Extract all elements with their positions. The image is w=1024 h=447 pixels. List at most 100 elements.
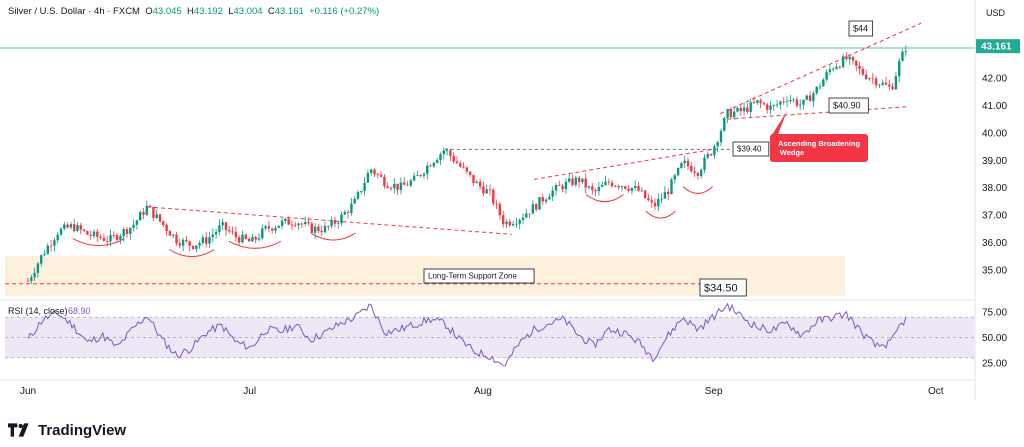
candle-body [505, 221, 508, 225]
tradingview-logo[interactable]: TradingView [8, 420, 126, 440]
open-value: 43.045 [152, 6, 182, 17]
candle-body [703, 157, 706, 170]
candle-body [53, 240, 56, 246]
candle-body [73, 224, 76, 232]
candle-body [548, 196, 551, 200]
axis-labels: 35.00 36.00 37.00 38.00 39.00 40.00 41.00 42.00… [20, 39, 1020, 397]
candle-body [884, 82, 888, 85]
candle-body [280, 220, 284, 226]
candle-body [848, 56, 851, 60]
candle-body [521, 217, 525, 220]
candle-body [785, 101, 789, 102]
candle-body [379, 174, 383, 177]
candle-body [469, 171, 472, 175]
candle-body [389, 187, 393, 189]
candle-body [92, 231, 96, 236]
candle-body [247, 238, 251, 242]
candle-body [393, 183, 396, 189]
candle-body [46, 245, 49, 254]
candle-body [822, 79, 825, 87]
candle-body [125, 229, 129, 235]
candle-body [667, 191, 670, 195]
candle-body [568, 178, 571, 182]
candle-body [350, 203, 353, 214]
candle-body [56, 234, 59, 241]
candle-body [845, 56, 848, 60]
symbol-name[interactable]: Silver / U.S. Dollar · 4h · FXCM [8, 6, 140, 17]
candle-body [482, 186, 485, 194]
price-tick-label: 41.00 [982, 101, 1007, 112]
candle-body [165, 224, 168, 232]
candle-body [551, 190, 554, 197]
candle-body [251, 237, 254, 242]
candle-body [432, 162, 436, 167]
rsi-band [5, 317, 975, 358]
candle-body [660, 198, 663, 200]
candle-body [155, 214, 158, 218]
candle-body [561, 185, 564, 190]
candle-body [416, 175, 419, 176]
candle-body [327, 226, 330, 227]
candle-body [102, 238, 106, 241]
candle-body [436, 160, 439, 163]
candle-body [637, 186, 640, 191]
candle-body [488, 189, 492, 191]
candle-body [459, 163, 462, 167]
candle-body [878, 84, 881, 86]
breakout-level-label: $39.40 [737, 145, 762, 154]
candle-body [815, 86, 818, 94]
candle-body [396, 183, 399, 190]
candle-body [323, 226, 327, 233]
candle-body [178, 243, 181, 246]
candle-body [752, 102, 756, 104]
time-tick-label: Jun [20, 386, 36, 397]
currency-label[interactable]: USD [986, 8, 1006, 18]
rounded-bottom-arc [645, 210, 676, 219]
breakout-level-label-box [732, 141, 770, 157]
candle-body [373, 169, 376, 175]
candle-body [82, 229, 86, 231]
rsi-tick-label: 75.00 [982, 308, 1007, 319]
pattern-callout-box [770, 134, 868, 162]
candle-body [86, 230, 89, 235]
rsi-tick-label: 25.00 [982, 358, 1007, 369]
symbol-header: Silver / U.S. Dollar · 4h · FXCM O43.045… [8, 6, 379, 17]
candle-body [726, 109, 729, 118]
candle-body [525, 213, 528, 218]
candle-body [775, 104, 779, 106]
candle-body [168, 231, 172, 236]
candle-body [63, 224, 66, 229]
candle-body [617, 185, 620, 188]
candle-body [426, 165, 429, 174]
candle-body [310, 223, 313, 233]
candle-body [304, 222, 307, 224]
price-tick-label: 40.00 [982, 128, 1007, 139]
candle-body [228, 229, 231, 232]
candle-body [175, 234, 178, 244]
candle-body [762, 103, 766, 105]
candle-body [462, 166, 465, 168]
candle-body [805, 95, 808, 100]
candle-body [650, 200, 653, 203]
candle-body [340, 214, 343, 224]
candle-body [162, 221, 165, 225]
candle-body [201, 237, 205, 243]
descending-trendline [147, 206, 512, 235]
candle-body [69, 224, 73, 228]
candle-body [620, 186, 624, 188]
candle-body [812, 93, 815, 102]
candle-body [370, 169, 373, 173]
candle-body [96, 231, 99, 237]
candle-body [360, 191, 363, 193]
candle-body [693, 171, 696, 173]
candle-body [647, 198, 650, 201]
candle-body [709, 154, 713, 156]
candle-body [261, 228, 264, 239]
candle-body [106, 240, 109, 242]
candle-body [742, 107, 746, 112]
candle-body [439, 154, 442, 161]
candle-body [772, 105, 775, 106]
candle-body [185, 239, 188, 242]
candle-body [214, 231, 218, 235]
